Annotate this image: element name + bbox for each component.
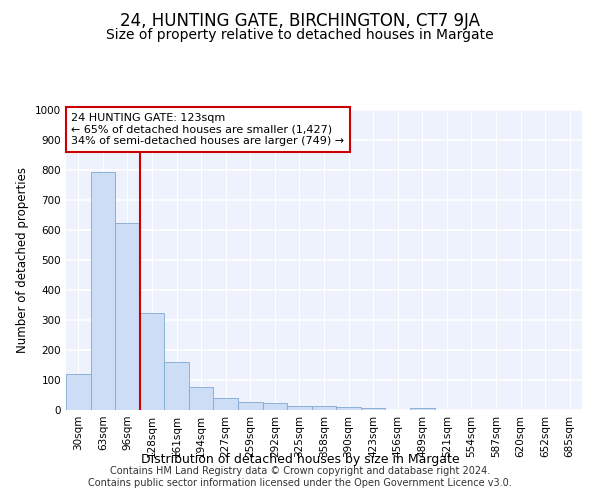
Bar xyxy=(287,406,312,410)
Bar xyxy=(189,386,214,410)
Bar xyxy=(361,408,385,410)
Text: 24, HUNTING GATE, BIRCHINGTON, CT7 9JA: 24, HUNTING GATE, BIRCHINGTON, CT7 9JA xyxy=(120,12,480,30)
Bar xyxy=(91,172,115,410)
Bar xyxy=(238,402,263,410)
Text: Contains HM Land Registry data © Crown copyright and database right 2024.
Contai: Contains HM Land Registry data © Crown c… xyxy=(88,466,512,487)
Bar xyxy=(115,222,140,410)
Bar xyxy=(312,406,336,410)
Bar xyxy=(263,404,287,410)
Bar xyxy=(410,408,434,410)
Bar xyxy=(214,398,238,410)
Bar xyxy=(66,374,91,410)
Text: Distribution of detached houses by size in Margate: Distribution of detached houses by size … xyxy=(140,452,460,466)
Bar xyxy=(336,407,361,410)
Y-axis label: Number of detached properties: Number of detached properties xyxy=(16,167,29,353)
Text: Size of property relative to detached houses in Margate: Size of property relative to detached ho… xyxy=(106,28,494,42)
Text: 24 HUNTING GATE: 123sqm
← 65% of detached houses are smaller (1,427)
34% of semi: 24 HUNTING GATE: 123sqm ← 65% of detache… xyxy=(71,113,344,146)
Bar xyxy=(140,312,164,410)
Bar xyxy=(164,362,189,410)
